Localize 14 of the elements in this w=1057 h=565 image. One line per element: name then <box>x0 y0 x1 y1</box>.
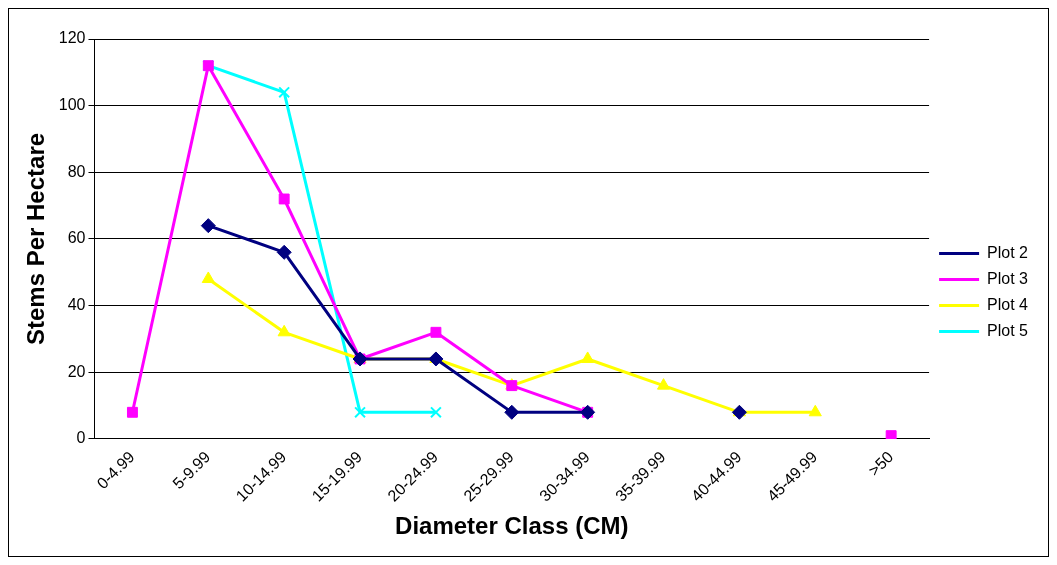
x-tick-label: >50 <box>865 447 897 480</box>
y-tick-label: 120 <box>58 29 86 47</box>
y-tick-label: 20 <box>67 362 86 380</box>
x-axis-title: Diameter Class (CM) <box>395 512 629 540</box>
legend-label: Plot 4 <box>987 295 1029 313</box>
y-tick-label: 0 <box>76 429 86 447</box>
y-tick-label: 60 <box>67 229 86 247</box>
legend-label: Plot 3 <box>987 269 1029 287</box>
y-tick-label: 80 <box>67 162 86 180</box>
y-tick-label: 100 <box>58 96 86 114</box>
y-axis-title: Stems Per Hectare <box>22 132 50 346</box>
legend-label: Plot 5 <box>987 321 1029 339</box>
y-tick-label: 40 <box>67 296 86 314</box>
legend-label: Plot 2 <box>987 243 1029 261</box>
